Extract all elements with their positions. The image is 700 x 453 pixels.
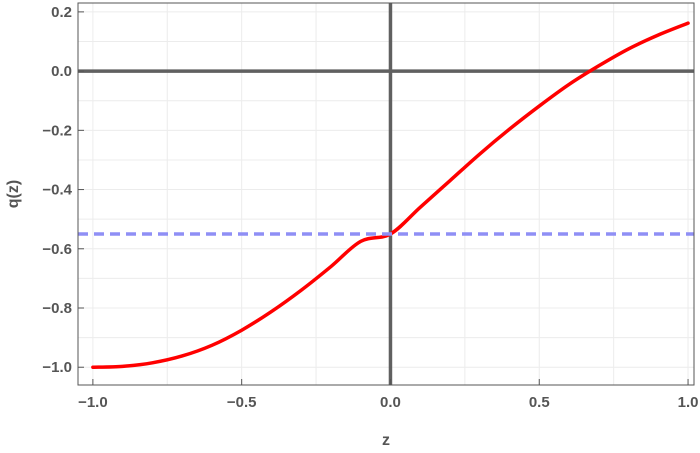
plot-frame <box>77 2 695 386</box>
x-tick-label: 1.0 <box>678 394 699 411</box>
x-tick-label: −0.5 <box>227 394 257 411</box>
ticks <box>78 11 689 385</box>
y-tick-label: −1.0 <box>42 359 72 376</box>
y-tick-label: −0.2 <box>42 122 72 139</box>
x-axis-title: z <box>382 432 390 449</box>
series-layer <box>78 21 694 369</box>
x-tick-label: 0.5 <box>529 394 550 411</box>
y-tick-label: −0.6 <box>42 241 72 258</box>
x-tick-labels: −1.0 −0.5 0.0 0.5 1.0 <box>78 394 698 411</box>
y-tick-labels: 0.2 0.0 −0.2 −0.4 −0.6 −0.8 −1.0 <box>42 4 72 376</box>
x-tick-label: −1.0 <box>78 394 108 411</box>
x-tick-label: 0.0 <box>380 394 401 411</box>
y-tick-label: 0.0 <box>51 63 72 80</box>
y-tick-label: 0.2 <box>51 4 72 21</box>
y-axis-title: q(z) <box>5 180 22 208</box>
y-tick-label: −0.8 <box>42 300 72 317</box>
y-tick-label: −0.4 <box>42 182 72 199</box>
